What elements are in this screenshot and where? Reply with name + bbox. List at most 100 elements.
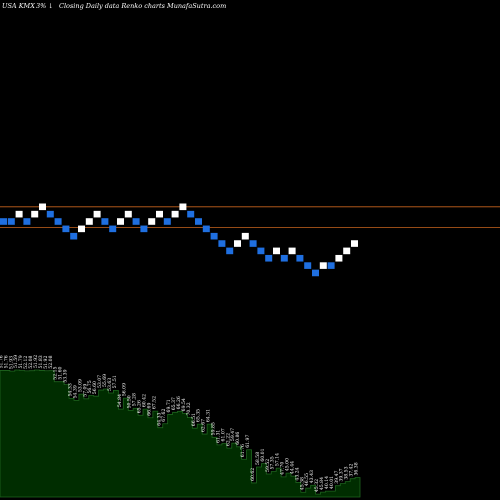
data-label: 51.60 xyxy=(58,366,64,379)
renko-brick xyxy=(163,218,171,225)
renko-brick xyxy=(249,240,257,247)
data-label: 45.38 xyxy=(299,477,305,490)
data-label: 37.42 xyxy=(349,463,355,476)
renko-brick xyxy=(273,247,280,255)
data-label: 51.92 xyxy=(33,355,39,368)
renko-brick xyxy=(218,240,226,247)
chart-title: Closing Daily data Renko charts MunafaSu… xyxy=(59,2,226,10)
reference-lines xyxy=(0,206,500,228)
data-label: 67.62 xyxy=(161,409,167,422)
data-label: 44.44 xyxy=(289,461,295,474)
data-label: 39.37 xyxy=(339,468,345,481)
data-label: 70.32 xyxy=(186,402,192,415)
data-label: 40.14 xyxy=(324,476,330,489)
data-label: 52.08 xyxy=(28,355,34,368)
data-label: 51.83 xyxy=(38,355,44,368)
data-label: 57.35 xyxy=(270,456,276,469)
data-label: 39.47 xyxy=(334,470,340,483)
renko-brick xyxy=(23,218,31,225)
renko-brick xyxy=(343,247,351,255)
data-label: 56.60 xyxy=(92,381,98,394)
data-label: 54.33 xyxy=(68,383,74,396)
data-label: 61.76 xyxy=(240,444,246,457)
data-label: 61.31 xyxy=(215,430,221,443)
data-label: 50.50 xyxy=(127,395,133,408)
renko-brick xyxy=(85,218,93,225)
renko-brick xyxy=(39,203,46,211)
renko-brick xyxy=(257,247,265,255)
renko-brick xyxy=(109,225,117,233)
data-label: 61.97 xyxy=(245,435,251,448)
renko-brick xyxy=(171,210,179,218)
renko-brick xyxy=(202,225,210,233)
renko-brick xyxy=(93,210,101,218)
renko-brick xyxy=(78,225,85,233)
data-label: 65.26 xyxy=(137,400,143,413)
data-label: 53.39 xyxy=(63,369,69,382)
data-label: 51.92 xyxy=(43,356,49,369)
renko-brick xyxy=(234,240,241,247)
renko-brick xyxy=(140,225,148,233)
renko-brick xyxy=(124,210,132,218)
renko-brick xyxy=(117,218,124,225)
data-label: 51.59 xyxy=(13,355,19,368)
data-label: 55.69 xyxy=(102,374,108,387)
renko-brick xyxy=(335,254,343,262)
chart-header: USA KMX 3% ↓ Closing Daily data Renko ch… xyxy=(2,2,226,10)
data-label: 58.58 xyxy=(255,452,261,465)
data-label: 65.37 xyxy=(171,397,177,410)
data-label: 57.51 xyxy=(112,375,118,388)
renko-brick xyxy=(31,210,39,218)
data-label: 47.70 xyxy=(280,462,286,475)
renko-brick xyxy=(179,203,187,211)
data-label: 51.79 xyxy=(18,355,24,368)
data-label: 59.85 xyxy=(211,422,217,435)
data-label: 54.84 xyxy=(117,394,123,407)
data-label: 57.09 xyxy=(82,384,88,397)
data-label: 64.31 xyxy=(206,409,212,422)
data-label: 66.26 xyxy=(176,396,182,409)
data-label: 56.09 xyxy=(122,383,128,396)
history-panel: 51.76 51.76 51.93 51.59 51.79 52.12 52.08 51.92… xyxy=(0,355,361,498)
renko-brick xyxy=(62,225,70,233)
renko-brick xyxy=(351,240,358,247)
data-label: 64.33 xyxy=(156,412,162,425)
data-label: 57.14 xyxy=(275,453,281,466)
data-label: 45.00 xyxy=(284,458,290,471)
data-label: 43.24 xyxy=(294,467,300,480)
renko-brick xyxy=(265,254,273,262)
data-label: 52.15 xyxy=(53,366,59,379)
renko-brick xyxy=(241,232,249,240)
data-label: 53.07 xyxy=(97,375,103,388)
renko-brick xyxy=(0,218,7,225)
data-label: 36.38 xyxy=(354,462,360,475)
renko-brick xyxy=(101,218,109,225)
data-label: 45.32 xyxy=(314,479,320,492)
data-label: 66.69 xyxy=(146,403,152,416)
data-label: 53.09 xyxy=(77,379,83,392)
data-label: 60.86 xyxy=(235,432,241,445)
renko-brick xyxy=(304,262,312,269)
renko-brick xyxy=(187,210,195,218)
data-label: 52.12 xyxy=(23,356,29,369)
data-label: 43.43 xyxy=(309,470,315,483)
renko-brick xyxy=(327,262,335,269)
renko-brick xyxy=(156,210,163,218)
data-label: 60.62 xyxy=(250,468,256,481)
renko-brick xyxy=(288,247,296,255)
renko-brick xyxy=(7,218,15,225)
renko-brick xyxy=(312,269,319,277)
data-label: 62.22 xyxy=(225,433,231,446)
data-label: 54.39 xyxy=(72,385,78,398)
data-label: 38.53 xyxy=(344,466,350,479)
renko-brick xyxy=(132,218,140,225)
data-label: 69.71 xyxy=(166,399,172,412)
renko-brick xyxy=(46,210,54,218)
renko-bricks xyxy=(0,203,358,277)
renko-brick xyxy=(226,247,234,255)
renko-brick xyxy=(15,210,23,218)
data-label: 56.75 xyxy=(87,380,93,393)
data-label: 45.84 xyxy=(319,477,325,490)
history-area xyxy=(0,369,361,498)
